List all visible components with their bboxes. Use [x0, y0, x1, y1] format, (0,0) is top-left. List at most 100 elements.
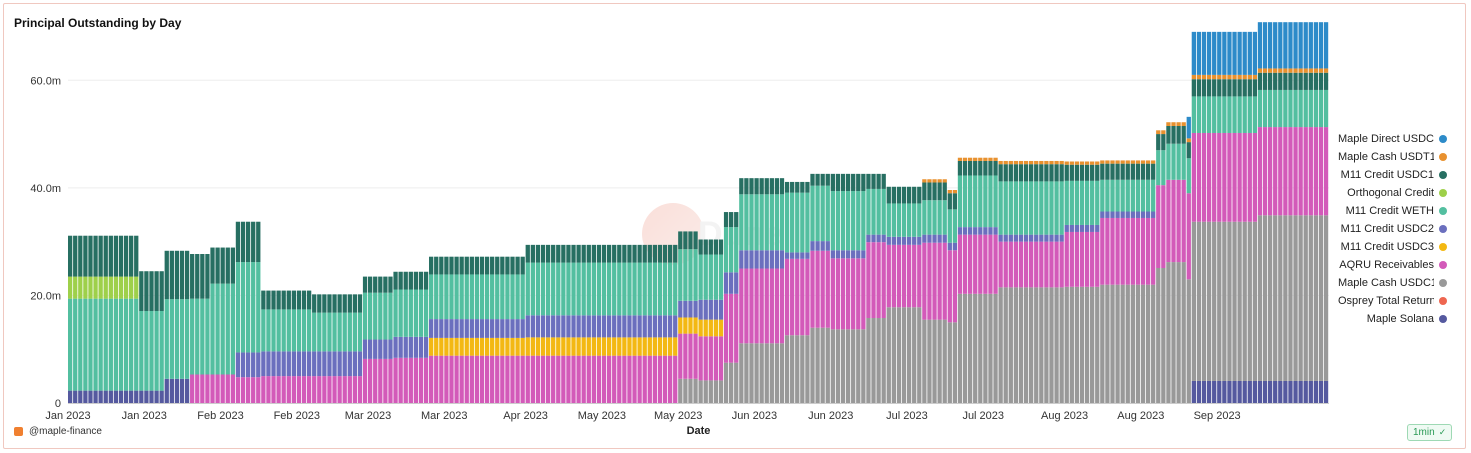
- bar-segment: [1018, 181, 1024, 235]
- bar-segment: [139, 390, 144, 403]
- legend-item-m11-credit-usdc2[interactable]: M11 Credit USDC2: [1335, 220, 1447, 238]
- bar-segment: [413, 271, 419, 290]
- bar-segment: [108, 298, 113, 391]
- legend-item-maple-cash-usdc1[interactable]: Maple Cash USDC1: [1335, 274, 1447, 292]
- legend-item-m11-credit-weth[interactable]: M11 Credit WETH: [1335, 202, 1447, 220]
- bar-segment: [1206, 31, 1212, 75]
- bar-segment: [820, 241, 825, 251]
- bar-segment: [306, 290, 312, 310]
- bar-segment: [73, 390, 78, 403]
- bar-segment: [947, 190, 952, 194]
- bar-segment: [795, 252, 800, 259]
- legend-item-m11-credit-usdc1[interactable]: M11 Credit USDC1: [1335, 166, 1447, 184]
- bar-segment: [306, 309, 312, 352]
- bar-segment: [1278, 215, 1283, 381]
- bar-segment: [1222, 96, 1227, 133]
- bar-segment: [1018, 287, 1024, 403]
- bar-segment: [1247, 79, 1252, 97]
- x-tick-label: Mar 2023: [421, 410, 467, 422]
- bar-segment: [627, 244, 632, 263]
- bar-segment: [500, 355, 505, 403]
- bar-segment: [912, 186, 917, 204]
- legend-item-maple-cash-usdt1[interactable]: Maple Cash USDT1: [1335, 148, 1447, 166]
- bar-segment: [449, 256, 454, 275]
- bar-segment: [566, 244, 571, 263]
- bar-segment: [891, 186, 897, 204]
- bar-segment: [881, 188, 886, 235]
- bar-segment: [713, 239, 719, 255]
- bar-segment: [1176, 125, 1181, 144]
- bar-segment: [367, 339, 373, 359]
- x-tick-label: Feb 2023: [274, 410, 320, 422]
- bar-segment: [774, 194, 780, 251]
- legend-item-maple-direct-usdc1[interactable]: Maple Direct USDC1: [1335, 130, 1447, 148]
- bar-segment: [1257, 72, 1263, 90]
- bar-segment: [1278, 22, 1283, 69]
- bar-segment: [973, 293, 978, 403]
- legend-item-aqru-receivables[interactable]: AQRU Receivables: [1335, 256, 1447, 274]
- bar-segment: [347, 351, 352, 377]
- bar-segment: [373, 276, 378, 293]
- bar-segment: [474, 355, 480, 403]
- bar-segment: [240, 262, 246, 353]
- bar-segment: [296, 376, 302, 403]
- bar-segment: [388, 292, 393, 340]
- bar-segment: [1186, 142, 1191, 159]
- bar-segment: [1201, 31, 1207, 75]
- bar-segment: [1115, 179, 1120, 212]
- bar-segment: [169, 250, 174, 300]
- bar-segment: [667, 244, 673, 263]
- bar-segment: [1110, 163, 1115, 180]
- bar-segment: [530, 355, 535, 403]
- bar-segment: [1191, 221, 1196, 381]
- bar-segment: [464, 319, 469, 338]
- bar-segment: [973, 234, 978, 294]
- bar-segment: [896, 203, 902, 237]
- bar-segment: [251, 377, 256, 403]
- bar-segment: [754, 268, 759, 344]
- bar-segment: [1201, 96, 1207, 133]
- bar-segment: [1120, 163, 1125, 180]
- bar-segment: [983, 293, 988, 403]
- bar-segment: [566, 315, 571, 338]
- bar-segment: [1212, 96, 1217, 133]
- bar-segment: [1323, 127, 1329, 216]
- bar-segment: [1079, 231, 1085, 287]
- bar-segment: [556, 337, 561, 356]
- legend-item-osprey-total-return[interactable]: Osprey Total Return: [1335, 292, 1447, 310]
- bar-segment: [606, 244, 612, 263]
- bar-segment: [851, 173, 856, 192]
- bar-segment: [1029, 164, 1034, 182]
- bar-segment: [134, 235, 139, 277]
- bar-segment: [1125, 217, 1130, 285]
- bar-segment: [637, 315, 642, 338]
- bar-segment: [1212, 221, 1217, 381]
- bar-segment: [403, 271, 408, 290]
- bar-segment: [937, 319, 942, 403]
- bar-segment: [601, 337, 607, 356]
- x-tick-label: Aug 2023: [1117, 410, 1164, 422]
- bar-segment: [484, 355, 490, 403]
- bar-segment: [708, 239, 713, 255]
- check-circle-icon: ✓: [1438, 427, 1447, 437]
- bar-segment: [281, 290, 286, 310]
- legend-dot-icon: [1439, 261, 1447, 269]
- legend-item-orthogonal-credit[interactable]: Orthogonal Credit: [1335, 184, 1447, 202]
- bar-segment: [988, 234, 993, 294]
- bar-segment: [1273, 380, 1278, 403]
- bar-segment: [1090, 231, 1095, 287]
- bar-segment: [271, 351, 276, 377]
- legend-item-maple-solana[interactable]: Maple Solana: [1335, 310, 1447, 328]
- bar-segment: [1273, 215, 1278, 381]
- bar-segment: [129, 390, 134, 403]
- bar-segment: [1100, 211, 1105, 218]
- legend-item-m11-credit-usdc3[interactable]: M11 Credit USDC3: [1335, 238, 1447, 256]
- bar-segment: [790, 258, 795, 336]
- bar-segment: [505, 355, 510, 403]
- query-source[interactable]: @maple-finance: [14, 426, 102, 437]
- bar-segment: [917, 236, 922, 245]
- bar-segment: [962, 227, 968, 235]
- bar-segment: [1206, 96, 1212, 133]
- bar-segment: [1039, 234, 1044, 242]
- bar-segment: [322, 294, 327, 313]
